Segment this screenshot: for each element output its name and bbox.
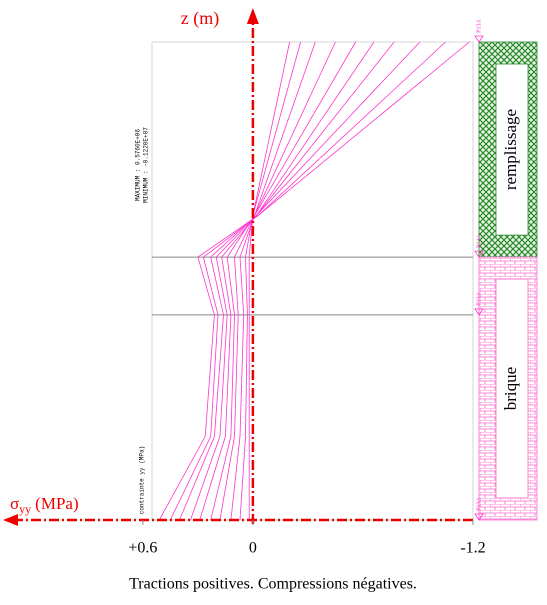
marker xyxy=(474,308,484,316)
x-label-space: (MPa) xyxy=(35,494,78,513)
plot-frame xyxy=(151,41,474,521)
x-label-subscript: yy xyxy=(19,502,31,516)
marker-label: P13A xyxy=(476,234,482,248)
stress-curve xyxy=(158,41,470,521)
z-arrow xyxy=(246,8,259,24)
layer-inner xyxy=(495,278,529,499)
info-field: contrainte yy (MPa) xyxy=(139,446,146,514)
x-tick-label: 0 xyxy=(249,540,257,557)
stress-curve xyxy=(210,41,356,521)
stress-curve xyxy=(219,41,336,521)
x-label-symbol: σ xyxy=(10,494,19,513)
marker xyxy=(474,250,484,258)
layer-inner xyxy=(495,63,529,236)
caption: Tractions positives. Compressions négati… xyxy=(129,576,417,593)
info-min: MINIMUM : -0.1220E+07 xyxy=(143,127,150,203)
stress-curve xyxy=(248,41,290,520)
x-tick-label: +0.6 xyxy=(128,540,157,557)
stress-curve xyxy=(199,41,375,521)
layer-label: remplissage xyxy=(501,109,520,190)
stress-curve xyxy=(239,41,301,521)
y-axis-label: z (m) xyxy=(181,8,219,29)
x-axis-label: σyy (MPa) xyxy=(10,494,79,516)
layer-label: brique xyxy=(501,367,520,410)
sigma-arrow xyxy=(3,514,18,526)
stress-curve xyxy=(230,41,316,521)
stress-curve xyxy=(179,41,421,521)
marker xyxy=(474,513,484,521)
marker xyxy=(474,35,484,43)
stress-curve xyxy=(169,41,446,521)
info-max: MAXIMUM : 0.5760E+06 xyxy=(135,129,142,201)
x-tick-label: -1.2 xyxy=(460,540,485,557)
marker-label: P13A xyxy=(476,18,482,32)
stress-curve xyxy=(190,41,395,521)
marker-label: P13A xyxy=(476,291,482,305)
marker-label: P13A xyxy=(476,496,482,510)
